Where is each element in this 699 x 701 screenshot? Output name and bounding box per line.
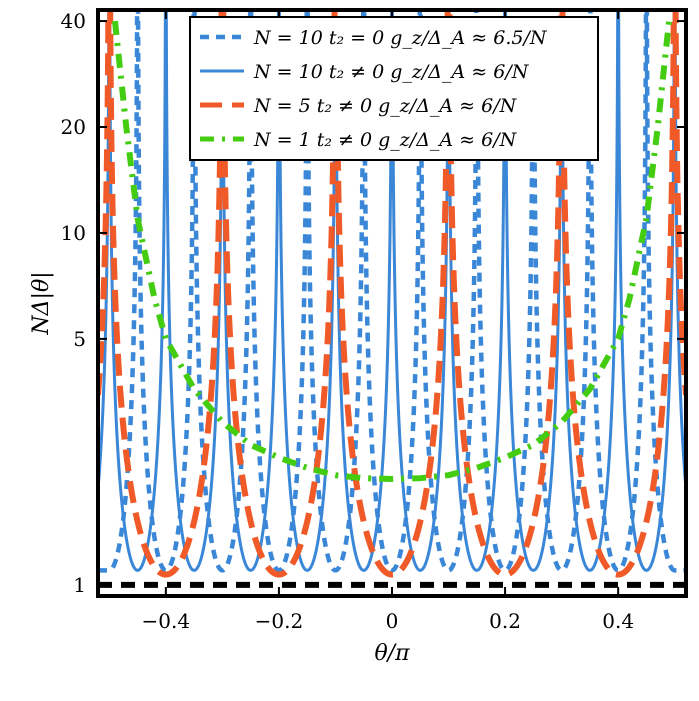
- series-line-1: [98, 10, 686, 573]
- y-axis-label: NΔ|θ|: [29, 271, 54, 335]
- plot-curves: [98, 10, 686, 588]
- series-line-3: [98, 10, 686, 578]
- legend-label-1: N = 10 t₂ = 0 g_z/Δ_A ≈ 6.5/N: [253, 27, 548, 49]
- x-axis-label: θ/π: [374, 641, 410, 666]
- y-tick-label: 40: [61, 9, 86, 33]
- legend-label-3: N = 5 t₂ ≠ 0 g_z/Δ_A ≈ 6/N: [253, 95, 518, 117]
- x-tick-label: −0.2: [255, 609, 304, 633]
- y-tick-label: 10: [61, 221, 86, 245]
- legend: N = 10 t₂ = 0 g_z/Δ_A ≈ 6.5/N N = 10 t₂ ≠…: [189, 16, 599, 161]
- y-tick-label: 1: [73, 573, 86, 597]
- legend-label-2: N = 10 t₂ ≠ 0 g_z/Δ_A ≈ 6/N: [253, 61, 530, 83]
- x-tick-label: −0.4: [142, 609, 191, 633]
- x-tick-label: 0: [386, 609, 399, 633]
- legend-label-4: N = 1 t₂ ≠ 0 g_z/Δ_A ≈ 6/N: [253, 129, 518, 151]
- axis-ticks: −0.4 −0.2 0 0.2 0.4 1 5 10 20 40: [61, 9, 686, 633]
- x-tick-label: 0.4: [602, 609, 634, 633]
- x-tick-label: 0.2: [489, 609, 521, 633]
- series-line-2: [98, 10, 686, 572]
- legend-box: [189, 16, 599, 161]
- series-line-4: [111, 20, 673, 482]
- y-tick-label: 20: [61, 115, 86, 139]
- y-tick-label: 5: [73, 327, 86, 351]
